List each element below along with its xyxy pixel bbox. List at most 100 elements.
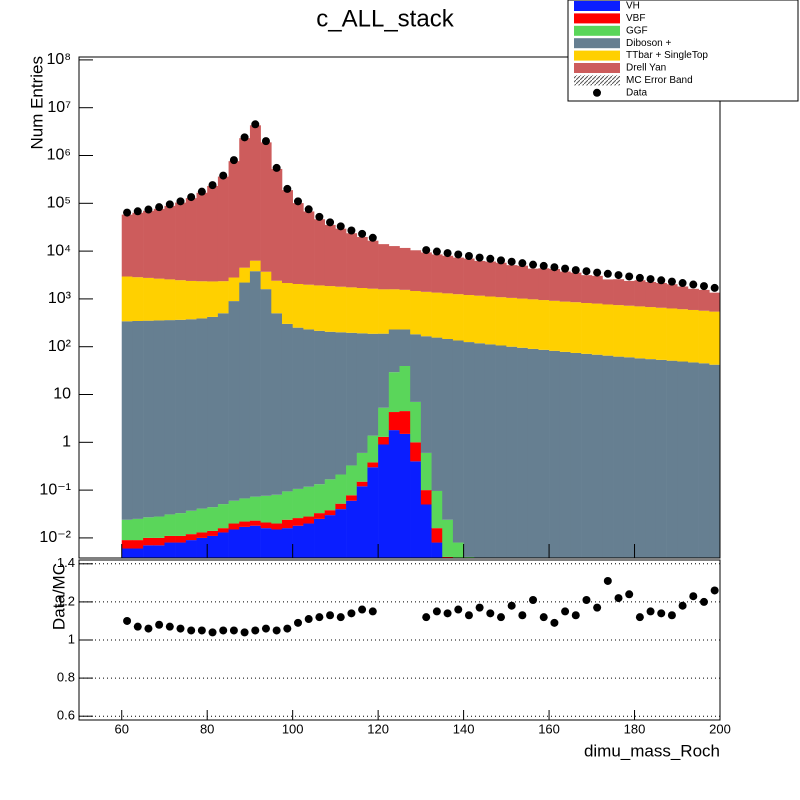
- bar-segment: [121, 214, 133, 277]
- data-point: [571, 266, 580, 275]
- bar-segment: [228, 500, 240, 524]
- bar-segment: [303, 523, 315, 558]
- legend-label: Diboson +: [626, 38, 671, 49]
- bar-segment: [314, 330, 326, 485]
- bar-segment: [314, 285, 326, 331]
- bar-segment: [495, 345, 507, 558]
- data-point: [657, 276, 666, 285]
- bar-segment: [709, 364, 721, 558]
- bar-segment: [527, 348, 539, 558]
- bar-segment: [303, 486, 315, 517]
- bar-segment: [581, 303, 593, 354]
- bar-segment: [207, 185, 219, 282]
- bar-segment: [303, 284, 315, 330]
- bar-segment: [314, 518, 326, 558]
- bar-segment: [484, 344, 496, 558]
- bar-segment: [196, 508, 208, 533]
- ratio-point: [667, 611, 676, 620]
- ratio-point: [219, 626, 228, 635]
- bar-segment: [185, 198, 197, 281]
- bar-segment: [378, 333, 390, 408]
- bar-segment: [388, 430, 400, 558]
- bar-segment: [217, 504, 229, 529]
- x-tick-label: 60: [114, 721, 128, 736]
- legend-label: Drell Yan: [626, 63, 666, 74]
- bar-segment: [549, 269, 561, 301]
- legend-label: TTbar + SingleTop: [626, 50, 708, 61]
- data-point: [464, 251, 473, 260]
- legend-swatch: [574, 13, 620, 24]
- ratio-point: [475, 603, 484, 612]
- data-point: [240, 133, 249, 142]
- bar-segment: [356, 452, 368, 482]
- bar-segment: [175, 280, 187, 320]
- data-point: [603, 269, 612, 278]
- ratio-point: [518, 611, 527, 620]
- bar-segment: [324, 510, 336, 516]
- bar-segment: [228, 523, 240, 530]
- ratio-point: [229, 626, 238, 635]
- bar-segment: [474, 295, 486, 344]
- data-point: [326, 218, 335, 227]
- ratio-point: [603, 576, 612, 585]
- bar-segment: [303, 516, 315, 524]
- bar-segment: [559, 301, 571, 352]
- bar-segment: [655, 359, 667, 558]
- bar-segment: [431, 490, 443, 529]
- bar-segment: [239, 521, 251, 527]
- bar-segment: [463, 342, 475, 557]
- data-point: [155, 203, 164, 212]
- data-point: [261, 137, 270, 146]
- bar-segment: [153, 516, 165, 538]
- data-point: [283, 184, 292, 193]
- ratio-point: [539, 613, 548, 622]
- bar-segment: [442, 556, 454, 558]
- main-frame: [78, 56, 721, 559]
- bar-segment: [431, 528, 443, 543]
- bar-segment: [196, 192, 208, 282]
- bar-segment: [196, 281, 208, 319]
- ratio-point: [464, 611, 473, 620]
- ratio-point: [123, 616, 132, 625]
- bar-segment: [452, 257, 464, 295]
- ratio-point: [368, 607, 377, 616]
- legend-marker: [593, 88, 601, 97]
- data-point: [422, 246, 431, 255]
- ratio-point: [251, 626, 260, 635]
- bar-segment: [335, 332, 347, 475]
- bar-segment: [132, 212, 144, 278]
- data-point: [582, 267, 591, 276]
- bar-segment: [335, 503, 347, 510]
- data-point: [176, 197, 185, 206]
- bar-segment: [196, 537, 208, 558]
- bar-segment: [143, 320, 155, 518]
- bar-segment: [271, 529, 283, 558]
- bar-segment: [185, 510, 197, 535]
- bar-segment: [645, 281, 657, 308]
- bar-segment: [185, 540, 197, 558]
- legend-swatch: [574, 63, 620, 73]
- bar-segment: [410, 291, 422, 335]
- bar-segment: [687, 362, 699, 558]
- bar-segment: [228, 529, 240, 558]
- ratio-point: [197, 626, 206, 635]
- bar-segment: [207, 530, 219, 536]
- ratio-point: [454, 605, 463, 614]
- bar-segment: [153, 545, 165, 558]
- bar-segment: [164, 320, 176, 515]
- bar-segment: [324, 479, 336, 511]
- bar-segment: [346, 233, 358, 288]
- bar-segment: [367, 462, 379, 468]
- ratio-y-tick-label: 1.2: [57, 593, 75, 608]
- bar-segment: [506, 265, 518, 298]
- bar-segment: [613, 305, 625, 357]
- bar-segment: [153, 208, 165, 279]
- ratio-point: [187, 626, 196, 635]
- legend-label: MC Error Band: [626, 75, 693, 86]
- bar-segment: [655, 282, 667, 308]
- ratio-point: [272, 626, 281, 635]
- bar-segment: [388, 412, 400, 431]
- bar-segment: [645, 307, 657, 360]
- bar-segment: [581, 353, 593, 558]
- y-tick-label: 10³: [48, 290, 72, 307]
